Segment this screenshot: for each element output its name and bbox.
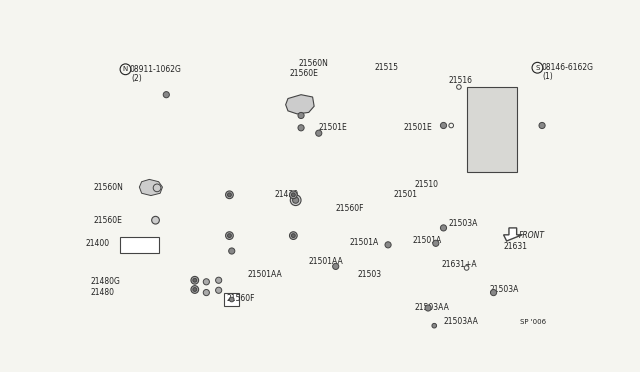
Circle shape [289, 232, 297, 240]
Circle shape [191, 286, 198, 294]
Circle shape [291, 195, 301, 206]
Circle shape [333, 263, 339, 269]
Text: 21480G: 21480G [91, 277, 121, 286]
Text: 21503: 21503 [357, 270, 381, 279]
Text: 21560N: 21560N [299, 60, 328, 68]
Text: 08911-1062G: 08911-1062G [129, 65, 181, 74]
Circle shape [204, 279, 209, 285]
Text: 21560N: 21560N [93, 183, 123, 192]
Circle shape [385, 242, 391, 248]
Circle shape [225, 191, 234, 199]
Text: 21501A: 21501A [349, 238, 379, 247]
Circle shape [227, 234, 232, 238]
Circle shape [539, 122, 545, 129]
Text: SP '006: SP '006 [520, 319, 547, 325]
Circle shape [316, 130, 322, 136]
Circle shape [289, 191, 297, 199]
Text: (1): (1) [543, 73, 554, 81]
Circle shape [227, 193, 232, 197]
Circle shape [291, 193, 295, 197]
Text: 08146-6162G: 08146-6162G [541, 63, 593, 72]
Circle shape [191, 276, 198, 284]
Circle shape [432, 323, 436, 328]
Circle shape [440, 225, 447, 231]
Circle shape [216, 277, 221, 283]
Circle shape [228, 248, 235, 254]
Text: 21400: 21400 [86, 239, 109, 248]
Circle shape [298, 125, 304, 131]
Circle shape [225, 232, 234, 240]
Text: 21503AA: 21503AA [444, 317, 478, 326]
Circle shape [152, 217, 159, 224]
Bar [467, 87, 516, 172]
Text: 21501E: 21501E [403, 122, 432, 132]
Text: 21515: 21515 [374, 63, 398, 72]
Circle shape [440, 122, 447, 129]
Circle shape [163, 92, 170, 98]
Text: 21560E: 21560E [289, 70, 318, 78]
Circle shape [216, 287, 221, 294]
Text: 21501A: 21501A [413, 237, 442, 246]
Text: S: S [535, 65, 540, 71]
Bar [312, 64, 551, 183]
Text: 21501AA: 21501AA [308, 257, 344, 266]
Circle shape [425, 305, 431, 311]
Text: 21503AA: 21503AA [414, 304, 449, 312]
Circle shape [204, 289, 209, 296]
Text: 21560F: 21560F [227, 294, 255, 303]
Polygon shape [504, 228, 522, 241]
Text: 21516: 21516 [448, 76, 472, 84]
Text: 21518: 21518 [474, 96, 498, 105]
Bar [224, 293, 239, 307]
Circle shape [298, 112, 304, 119]
Text: 21501AA: 21501AA [247, 270, 282, 279]
Circle shape [292, 197, 299, 203]
Text: 21503A: 21503A [490, 285, 519, 294]
Circle shape [230, 297, 234, 302]
Polygon shape [285, 95, 314, 114]
Polygon shape [140, 179, 163, 196]
Circle shape [433, 240, 439, 246]
Circle shape [291, 234, 295, 238]
Text: 21503A: 21503A [448, 219, 477, 228]
Circle shape [153, 184, 161, 192]
Text: 21631+A: 21631+A [442, 260, 477, 269]
Text: N: N [123, 66, 128, 72]
Text: 21631: 21631 [504, 242, 527, 251]
Text: FRONT: FRONT [519, 231, 545, 240]
Text: 21501: 21501 [394, 190, 417, 199]
Text: 21480: 21480 [91, 288, 115, 297]
Bar [120, 237, 159, 253]
Text: (2): (2) [131, 74, 141, 83]
Circle shape [490, 289, 497, 296]
Text: 21560E: 21560E [93, 216, 122, 225]
Text: 21510: 21510 [414, 180, 438, 189]
Text: 21501E: 21501E [319, 123, 348, 132]
Text: 21560F: 21560F [336, 204, 364, 213]
Text: 21430: 21430 [274, 190, 298, 199]
Circle shape [193, 288, 196, 291]
Circle shape [193, 278, 196, 282]
